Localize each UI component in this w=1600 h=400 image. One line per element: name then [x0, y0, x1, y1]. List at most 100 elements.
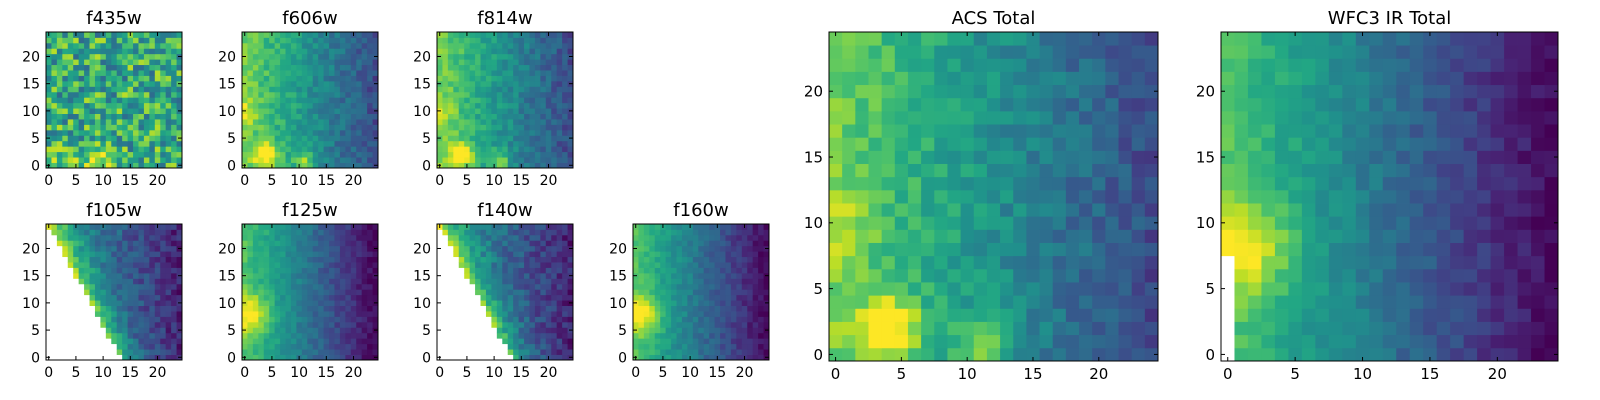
heatmap-cell [665, 251, 672, 258]
heatmap-cell [692, 224, 699, 230]
heatmap-cell [453, 251, 460, 258]
heatmap-cell [323, 113, 330, 120]
heatmap-cell [703, 354, 710, 361]
heatmap-cell [149, 321, 156, 328]
heatmap-cell [165, 119, 172, 125]
heatmap-cell [290, 70, 297, 76]
heatmap-cell [372, 86, 379, 93]
heatmap-cell [89, 262, 96, 268]
heatmap-cell [323, 338, 330, 345]
heatmap-cell [122, 124, 128, 131]
heatmap-cell [89, 64, 96, 71]
heatmap-cell [94, 289, 101, 296]
heatmap-cell [160, 354, 167, 361]
heatmap-cell [160, 234, 167, 241]
x-tick-label: 15 [317, 365, 335, 381]
heatmap-cell [709, 283, 715, 290]
heatmap-cell [698, 300, 705, 306]
heatmap-cell [247, 234, 254, 241]
heatmap-cell [51, 229, 58, 236]
heatmap-cell [453, 53, 460, 60]
heatmap-cell [56, 97, 63, 104]
heatmap-cell [252, 256, 259, 263]
heatmap-cell [540, 119, 547, 125]
heatmap-cell [258, 321, 265, 328]
heatmap-cell [356, 245, 363, 252]
heatmap-cell [269, 316, 276, 323]
heatmap-cell [562, 135, 568, 142]
heatmap-cell [138, 349, 145, 355]
heatmap-cell [496, 251, 503, 258]
heatmap-cell [100, 262, 107, 268]
heatmap-cell [687, 343, 694, 350]
panel-title: ACS Total [952, 8, 1036, 29]
heatmap-cell [453, 234, 460, 241]
heatmap-cell [242, 229, 248, 236]
heatmap-cell [94, 108, 101, 114]
heatmap-cell [496, 91, 503, 98]
heatmap-cell [171, 146, 177, 153]
heatmap-cell [469, 86, 476, 93]
heatmap-cell [78, 262, 85, 268]
heatmap-cell [350, 91, 357, 98]
heatmap-cell [758, 262, 764, 268]
heatmap-cell [714, 349, 721, 355]
heatmap-cell [116, 119, 123, 125]
heatmap-cell [671, 283, 677, 290]
heatmap-cell [339, 234, 346, 241]
heatmap-cell [442, 64, 449, 71]
heatmap-cell [318, 289, 324, 296]
heatmap-cell [1092, 308, 1106, 322]
heatmap-cell [529, 294, 536, 301]
heatmap-cell [247, 349, 254, 355]
heatmap-cell [491, 75, 498, 82]
heatmap-cell [842, 334, 856, 349]
heatmap-cell [312, 53, 319, 60]
heatmap-cell [524, 37, 530, 44]
heatmap-cell [301, 332, 308, 339]
heatmap-cell [551, 135, 558, 142]
heatmap-cell [447, 80, 454, 87]
heatmap-cell [127, 64, 134, 71]
heatmap-cell [649, 262, 656, 268]
heatmap-cell [51, 37, 58, 44]
heatmap-cell [551, 48, 558, 55]
heatmap-cell [551, 108, 558, 114]
heatmap-cell [881, 163, 896, 178]
heatmap-cell [301, 146, 308, 153]
heatmap-cell [361, 119, 368, 125]
heatmap-cell [960, 216, 975, 230]
heatmap-cell [1052, 32, 1067, 46]
heatmap-cell [269, 272, 276, 279]
heatmap-cell [258, 86, 265, 93]
heatmap-cell [665, 316, 672, 323]
heatmap-cell [1436, 347, 1451, 362]
heatmap-cell [986, 45, 1001, 59]
heatmap-cell [296, 229, 303, 236]
x-tick-label: 10 [681, 365, 699, 381]
heatmap-cell [138, 321, 145, 328]
heatmap-cell [540, 251, 547, 258]
heatmap-cell [339, 343, 346, 350]
heatmap-cell [491, 151, 498, 158]
heatmap-cell [100, 251, 107, 258]
heatmap-cell [907, 242, 922, 257]
heatmap-cell [453, 240, 460, 247]
heatmap-cell [133, 59, 139, 66]
heatmap-cell [464, 119, 471, 125]
x-tick-label: 0 [435, 365, 444, 381]
heatmap-cell [829, 163, 843, 178]
heatmap-cell [367, 251, 373, 258]
heatmap-cell [524, 97, 530, 104]
heatmap-cell [752, 316, 759, 323]
heatmap-cell [62, 64, 69, 71]
heatmap-cell [100, 91, 107, 98]
heatmap-cell [301, 327, 308, 334]
heatmap-cell [556, 278, 563, 285]
heatmap-cell [907, 255, 922, 270]
heatmap-cell [709, 300, 715, 306]
heatmap-cell [513, 262, 519, 268]
heatmap-cell [513, 42, 519, 49]
heatmap-cell [334, 256, 341, 263]
heatmap-cell [149, 343, 156, 350]
